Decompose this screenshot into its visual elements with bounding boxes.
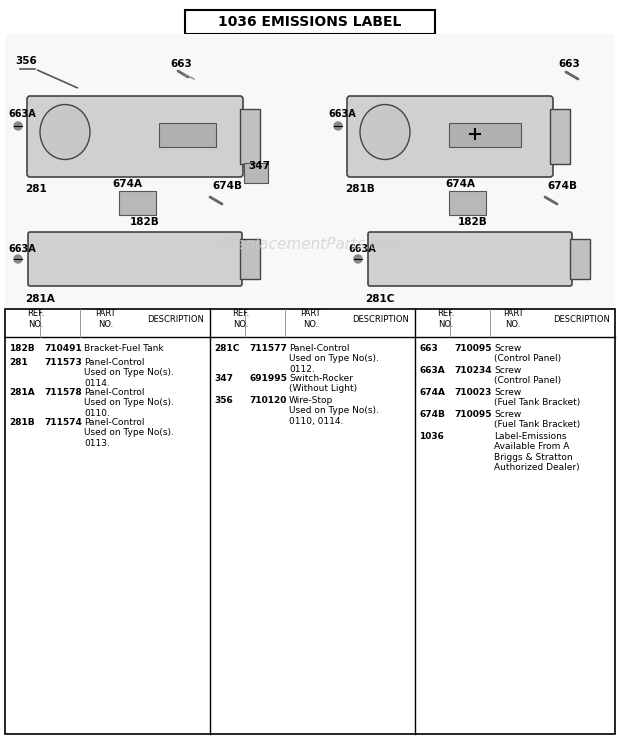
Text: Panel-Control
Used on Type No(s).
0112.: Panel-Control Used on Type No(s). 0112. <box>289 344 379 373</box>
Text: Panel-Control
Used on Type No(s).
0113.: Panel-Control Used on Type No(s). 0113. <box>84 418 174 448</box>
Text: DESCRIPTION: DESCRIPTION <box>352 315 409 324</box>
Text: 347: 347 <box>248 161 270 171</box>
Circle shape <box>334 122 342 130</box>
FancyBboxPatch shape <box>159 123 216 147</box>
Text: 674B: 674B <box>419 410 445 419</box>
FancyBboxPatch shape <box>449 191 486 215</box>
Text: 674A: 674A <box>419 388 445 397</box>
Text: 663: 663 <box>170 59 192 69</box>
FancyBboxPatch shape <box>570 239 590 279</box>
Text: 710095: 710095 <box>454 344 492 353</box>
Text: 710491: 710491 <box>44 344 82 353</box>
Ellipse shape <box>360 104 410 159</box>
Text: 663A: 663A <box>328 109 356 119</box>
FancyBboxPatch shape <box>449 123 521 147</box>
Text: 674A: 674A <box>445 179 475 189</box>
Text: Screw
(Fuel Tank Bracket): Screw (Fuel Tank Bracket) <box>494 388 580 408</box>
Text: DESCRIPTION: DESCRIPTION <box>148 315 204 324</box>
Text: 663: 663 <box>558 59 580 69</box>
FancyBboxPatch shape <box>119 191 156 215</box>
Text: 674B: 674B <box>212 181 242 191</box>
Text: 281C: 281C <box>214 344 239 353</box>
Text: Screw
(Control Panel): Screw (Control Panel) <box>494 366 561 385</box>
FancyBboxPatch shape <box>28 232 242 286</box>
FancyBboxPatch shape <box>550 109 570 164</box>
FancyBboxPatch shape <box>347 96 553 177</box>
Text: 356: 356 <box>15 56 37 66</box>
FancyBboxPatch shape <box>244 163 268 183</box>
Text: 182B: 182B <box>130 217 160 227</box>
Text: 710023: 710023 <box>454 388 492 397</box>
Text: Bracket-Fuel Tank: Bracket-Fuel Tank <box>84 344 164 353</box>
Text: 711577: 711577 <box>249 344 287 353</box>
Text: REF.
NO.: REF. NO. <box>436 310 454 329</box>
Text: 281: 281 <box>25 184 46 194</box>
Text: 674A: 674A <box>112 179 142 189</box>
Circle shape <box>14 255 22 263</box>
Text: Panel-Control
Used on Type No(s).
0114.: Panel-Control Used on Type No(s). 0114. <box>84 358 174 388</box>
Text: PART
NO.: PART NO. <box>503 310 523 329</box>
Text: eReplacementParts.com: eReplacementParts.com <box>216 237 404 251</box>
Text: 281B: 281B <box>9 418 35 427</box>
Text: 182B: 182B <box>9 344 35 353</box>
Text: Label-Emissions
Available From A
Briggs & Stratton
Authorized Dealer): Label-Emissions Available From A Briggs … <box>494 432 580 472</box>
Text: 663A: 663A <box>8 109 36 119</box>
Text: 347: 347 <box>214 374 233 383</box>
Text: 182B: 182B <box>458 217 488 227</box>
Circle shape <box>354 255 362 263</box>
FancyBboxPatch shape <box>27 96 243 177</box>
Text: Wire-Stop
Used on Type No(s).
0110, 0114.: Wire-Stop Used on Type No(s). 0110, 0114… <box>289 396 379 426</box>
FancyBboxPatch shape <box>240 239 260 279</box>
Text: 711574: 711574 <box>44 418 82 427</box>
Circle shape <box>14 122 22 130</box>
FancyBboxPatch shape <box>185 10 435 34</box>
FancyBboxPatch shape <box>240 109 260 164</box>
Text: 1036 EMISSIONS LABEL: 1036 EMISSIONS LABEL <box>218 15 402 29</box>
Text: 281B: 281B <box>345 184 374 194</box>
FancyBboxPatch shape <box>368 232 572 286</box>
Bar <box>5 309 615 734</box>
Ellipse shape <box>40 104 90 159</box>
Text: 711578: 711578 <box>44 388 82 397</box>
Text: 281A: 281A <box>9 388 35 397</box>
Text: 691995: 691995 <box>249 374 287 383</box>
Text: 663: 663 <box>419 344 438 353</box>
Text: Switch-Rocker
(Without Light): Switch-Rocker (Without Light) <box>289 374 357 394</box>
Text: 663A: 663A <box>348 244 376 254</box>
Text: 710120: 710120 <box>249 396 286 405</box>
Text: PART
NO.: PART NO. <box>300 310 321 329</box>
Text: 710095: 710095 <box>454 410 492 419</box>
Text: 1036: 1036 <box>419 432 444 441</box>
Text: 663A: 663A <box>8 244 36 254</box>
Text: REF.
NO.: REF. NO. <box>27 310 45 329</box>
Text: 674B: 674B <box>547 181 577 191</box>
Text: 663A: 663A <box>419 366 445 375</box>
Text: 356: 356 <box>214 396 232 405</box>
Text: 281: 281 <box>9 358 28 367</box>
Text: Screw
(Control Panel): Screw (Control Panel) <box>494 344 561 363</box>
Text: Panel-Control
Used on Type No(s).
0110.: Panel-Control Used on Type No(s). 0110. <box>84 388 174 418</box>
Text: 711573: 711573 <box>44 358 82 367</box>
Text: PART
NO.: PART NO. <box>95 310 116 329</box>
Bar <box>5 34 615 314</box>
Text: Screw
(Fuel Tank Bracket): Screw (Fuel Tank Bracket) <box>494 410 580 429</box>
Text: 281C: 281C <box>365 294 394 304</box>
Text: REF.
NO.: REF. NO. <box>232 310 250 329</box>
Text: DESCRIPTION: DESCRIPTION <box>553 315 610 324</box>
Text: 281A: 281A <box>25 294 55 304</box>
Text: 710234: 710234 <box>454 366 492 375</box>
